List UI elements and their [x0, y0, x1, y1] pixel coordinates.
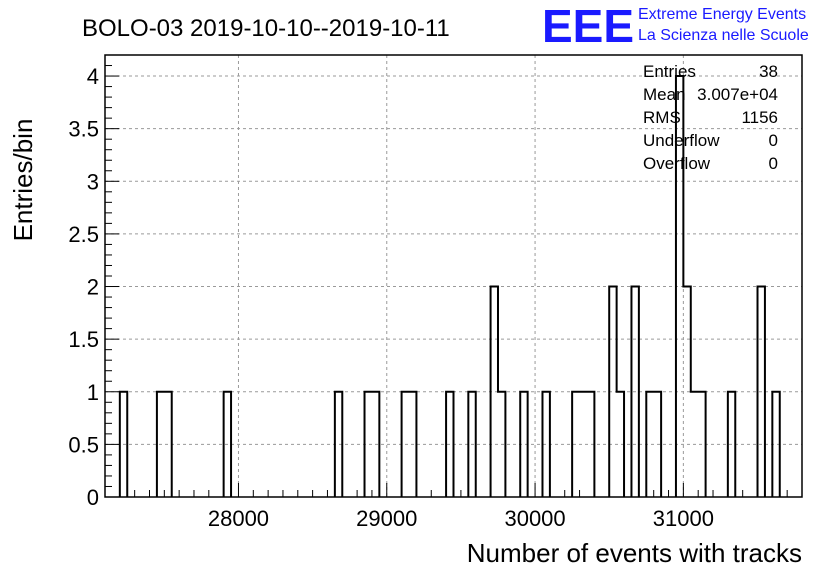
y-tick-label-7: 3.5	[68, 117, 99, 142]
y-tick-label-3: 1.5	[68, 327, 99, 352]
logo-line1: Extreme Energy Events	[638, 6, 806, 23]
y-tick-label-1: 0.5	[68, 432, 99, 457]
stat-label-rms: RMS	[643, 108, 681, 127]
y-tick-label-4: 2	[87, 275, 99, 300]
stat-value-underflow: 0	[769, 131, 778, 150]
stat-label-mean: Mean	[643, 85, 686, 104]
logo-line2: La Scienza nelle Scuole	[638, 27, 809, 44]
stat-value-overflow: 0	[769, 154, 778, 173]
stat-value-mean: 3.007e+04	[697, 85, 778, 104]
x-tick-label-1: 29000	[356, 506, 417, 531]
x-axis-ticks: 28000 29000 30000 31000	[104, 483, 803, 531]
chart-title: BOLO-03 2019-10-10--2019-10-11	[82, 15, 450, 42]
stat-label-underflow: Underflow	[643, 131, 720, 150]
logo-mark: EEE	[542, 0, 634, 52]
y-axis-ticks: 0 0.5 1 1.5 2 2.5 3 3.5 4	[68, 54, 119, 510]
x-tick-label-0: 28000	[208, 506, 269, 531]
stat-label-entries: Entries	[643, 62, 696, 81]
stat-label-overflow: Overflow	[643, 154, 711, 173]
x-tick-label-3: 31000	[653, 506, 714, 531]
y-axis-title: Entries/bin	[8, 119, 38, 242]
stat-value-entries: 38	[759, 62, 778, 81]
y-tick-label-5: 2.5	[68, 222, 99, 247]
y-tick-label-6: 3	[87, 169, 99, 194]
stat-value-rms: 1156	[741, 108, 778, 127]
histogram-outline	[118, 75, 781, 497]
y-tick-label-2: 1	[87, 380, 99, 405]
x-axis-title: Number of events with tracks	[467, 538, 802, 568]
stats-box: Entries 38 Mean 3.007e+04 RMS 1156 Underflow 0 O…	[643, 62, 778, 173]
y-tick-label-8: 4	[87, 64, 99, 89]
eee-logo: EEE Extreme Energy Events La Scienza nel…	[542, 0, 809, 52]
y-tick-label-0: 0	[87, 485, 99, 510]
x-tick-label-2: 30000	[504, 506, 565, 531]
